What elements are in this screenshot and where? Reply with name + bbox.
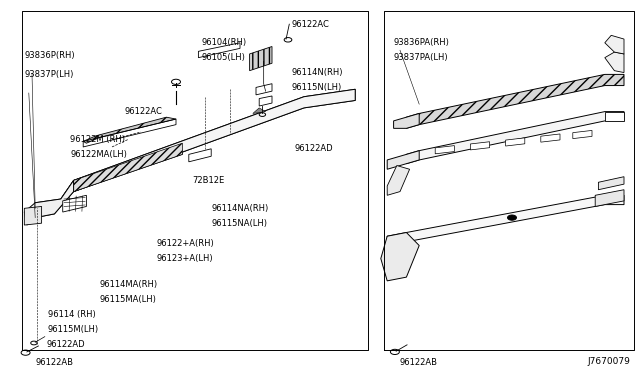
- Polygon shape: [387, 151, 419, 169]
- Polygon shape: [605, 52, 624, 73]
- Text: 72B12E: 72B12E: [192, 176, 224, 185]
- Text: 96114MA(RH): 96114MA(RH): [99, 280, 157, 289]
- Polygon shape: [61, 143, 182, 199]
- Polygon shape: [24, 206, 42, 225]
- Polygon shape: [387, 232, 406, 246]
- Polygon shape: [250, 46, 272, 71]
- Text: J7670079: J7670079: [588, 357, 630, 366]
- Polygon shape: [83, 117, 176, 143]
- Text: 96122AB: 96122AB: [400, 358, 438, 367]
- Text: 96122MA(LH): 96122MA(LH): [70, 150, 127, 159]
- Text: 96122AD: 96122AD: [46, 340, 84, 349]
- Polygon shape: [573, 131, 592, 139]
- Text: 93836P(RH): 93836P(RH): [24, 51, 75, 60]
- Polygon shape: [381, 232, 419, 281]
- Text: 96115NA(LH): 96115NA(LH): [211, 219, 268, 228]
- Text: 96115N(LH): 96115N(LH): [291, 83, 342, 92]
- Polygon shape: [595, 190, 624, 206]
- Text: 96122+A(RH): 96122+A(RH): [157, 239, 214, 248]
- Text: 96105(LH): 96105(LH): [202, 53, 246, 62]
- Text: 96122AC: 96122AC: [125, 107, 163, 116]
- Text: 93836PA(RH): 93836PA(RH): [394, 38, 449, 47]
- Text: 93837P(LH): 93837P(LH): [24, 70, 74, 79]
- Polygon shape: [35, 89, 355, 218]
- Polygon shape: [387, 166, 410, 195]
- Text: 96114 (RH): 96114 (RH): [48, 310, 96, 319]
- Text: 96115M(LH): 96115M(LH): [48, 325, 99, 334]
- Text: 96104(RH): 96104(RH): [202, 38, 247, 47]
- Circle shape: [508, 215, 516, 220]
- Text: 96114N(RH): 96114N(RH): [291, 68, 342, 77]
- Polygon shape: [63, 195, 86, 212]
- Text: 96122AD: 96122AD: [294, 144, 333, 153]
- Polygon shape: [605, 112, 624, 121]
- Polygon shape: [470, 142, 490, 150]
- Polygon shape: [406, 74, 624, 128]
- Polygon shape: [435, 145, 454, 154]
- Polygon shape: [598, 177, 624, 190]
- Polygon shape: [506, 138, 525, 146]
- Polygon shape: [394, 113, 419, 128]
- Text: 96114NA(RH): 96114NA(RH): [211, 204, 268, 213]
- Polygon shape: [541, 134, 560, 142]
- Text: 93837PA(LH): 93837PA(LH): [394, 53, 448, 62]
- Text: 96123+A(LH): 96123+A(LH): [157, 254, 213, 263]
- Polygon shape: [74, 89, 355, 192]
- Text: 96122AC: 96122AC: [291, 20, 329, 29]
- Polygon shape: [605, 35, 624, 54]
- Text: 96115MA(LH): 96115MA(LH): [99, 295, 156, 304]
- Polygon shape: [24, 180, 74, 225]
- Polygon shape: [256, 84, 272, 95]
- Polygon shape: [406, 112, 624, 164]
- Polygon shape: [74, 143, 182, 192]
- Polygon shape: [189, 149, 211, 162]
- Polygon shape: [198, 43, 240, 58]
- Text: 96122AB: 96122AB: [35, 358, 73, 367]
- Polygon shape: [259, 96, 272, 106]
- Polygon shape: [253, 108, 266, 113]
- Polygon shape: [406, 195, 624, 242]
- Text: 96122M (RH): 96122M (RH): [70, 135, 125, 144]
